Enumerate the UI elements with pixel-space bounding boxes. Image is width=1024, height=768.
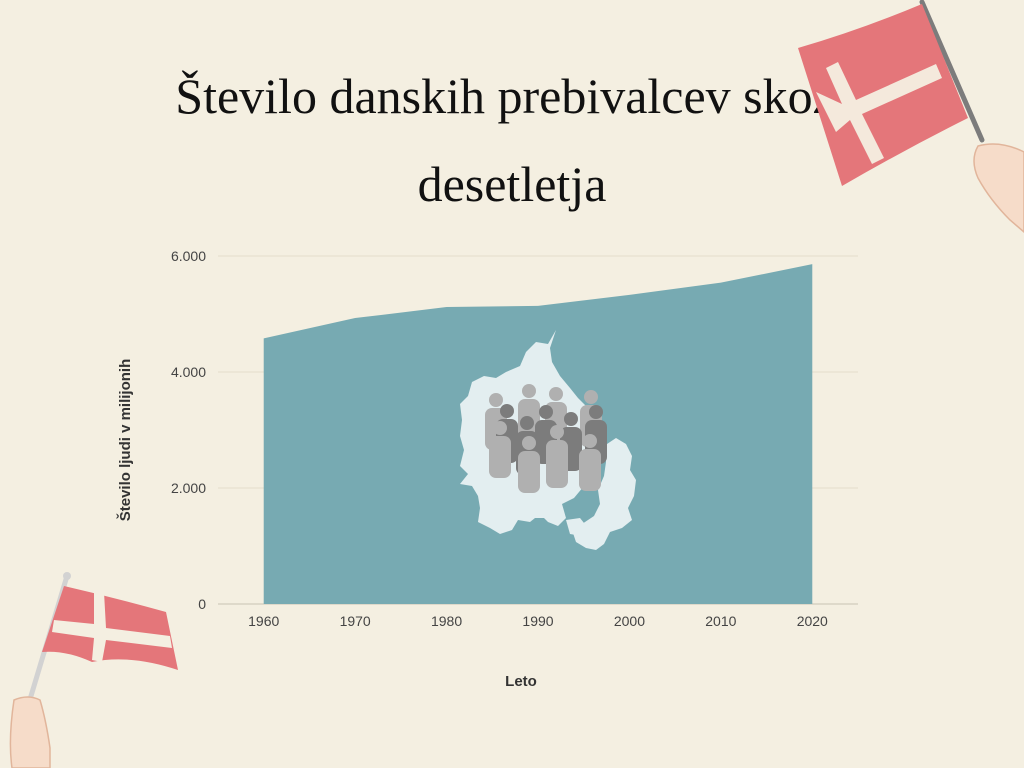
y-tick-label: 2.000: [171, 480, 206, 496]
hand-icon: [973, 143, 1024, 233]
page-title: Število danskih prebivalcev skozi desetl…: [175, 68, 849, 212]
x-tick-label: 2010: [705, 613, 736, 629]
denmark-map-with-people-icon: [460, 330, 636, 550]
flag-denmark-icon: [798, 0, 985, 186]
people-group-icon: [485, 384, 607, 493]
y-tick-label: 6.000: [171, 248, 206, 264]
x-tick-label: 1990: [522, 613, 553, 629]
hand-icon: [9, 696, 51, 768]
y-tick-label: 0: [198, 596, 206, 612]
x-tick-label: 1980: [431, 613, 462, 629]
y-axis-title: Število ljudi v milijonih: [116, 359, 134, 522]
tick-labels: 0 2.000 4.000 6.000 1960 1970 1980 1990 2000 2010…: [171, 248, 828, 629]
x-tick-label: 2000: [614, 613, 645, 629]
x-tick-label: 2020: [797, 613, 828, 629]
x-axis-title: Leto: [505, 673, 537, 690]
x-tick-label: 1960: [248, 613, 279, 629]
y-tick-label: 4.000: [171, 364, 206, 380]
x-tick-label: 1970: [340, 613, 371, 629]
